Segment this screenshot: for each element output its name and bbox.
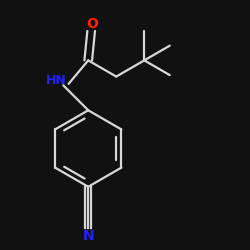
Text: HN: HN — [46, 74, 66, 88]
Text: O: O — [86, 16, 98, 30]
Text: N: N — [83, 229, 94, 243]
